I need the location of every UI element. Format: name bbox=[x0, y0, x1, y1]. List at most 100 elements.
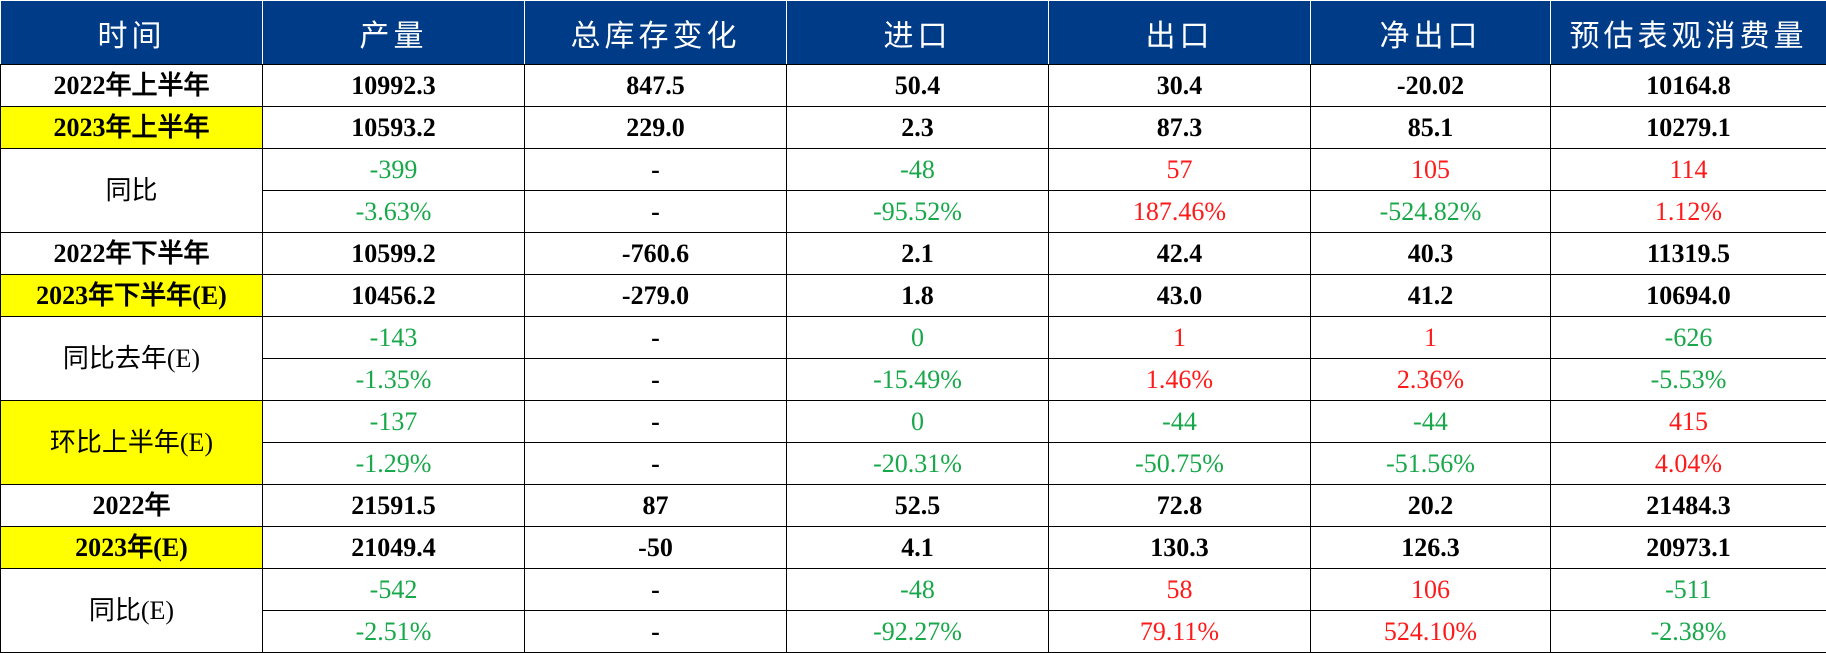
row-label: 2023年(E) bbox=[0, 526, 263, 569]
table-cell: 524.10% bbox=[1310, 610, 1551, 653]
table-cell: 21049.4 bbox=[262, 526, 525, 569]
table-row: 2022年 21591.5 87 52.5 72.8 20.2 21484.3 bbox=[0, 484, 1826, 527]
table-cell: -760.6 bbox=[524, 232, 787, 275]
table-cell: -2.51% bbox=[262, 610, 525, 653]
table-cell: -399 bbox=[262, 148, 525, 191]
row-label: 环比上半年(E) bbox=[0, 400, 263, 485]
table-cell: 20973.1 bbox=[1550, 526, 1826, 569]
table-row: -2.51% - -92.27% 79.11% 524.10% -2.38% bbox=[1, 610, 1826, 653]
header-inventory-change: 总库存变化 bbox=[524, 0, 787, 65]
table-row: 2022年上半年 10992.3 847.5 50.4 30.4 -20.02 … bbox=[0, 64, 1826, 107]
table-cell: 2.1 bbox=[786, 232, 1049, 275]
table-cell: 10164.8 bbox=[1550, 64, 1826, 107]
table-cell: -95.52% bbox=[786, 190, 1049, 233]
table-cell: 79.11% bbox=[1048, 610, 1311, 653]
table-cell: -2.38% bbox=[1550, 610, 1826, 653]
table-cell: 10456.2 bbox=[262, 274, 525, 317]
table-cell: -92.27% bbox=[786, 610, 1049, 653]
table-row: 同比(E) -542 - -48 58 106 -511 bbox=[0, 568, 1826, 653]
table-cell: - bbox=[524, 610, 787, 653]
table-cell: 41.2 bbox=[1310, 274, 1551, 317]
table-cell: 21591.5 bbox=[262, 484, 525, 527]
table-cell: - bbox=[524, 190, 787, 233]
table-cell: -1.35% bbox=[262, 358, 525, 401]
table-cell: -44 bbox=[1048, 400, 1311, 443]
table-cell: 58 bbox=[1048, 568, 1311, 611]
table-cell: 1 bbox=[1048, 316, 1311, 359]
table-cell: -542 bbox=[262, 568, 525, 611]
table-row: 2022年下半年 10599.2 -760.6 2.1 42.4 40.3 11… bbox=[0, 232, 1826, 275]
table-row: 2023年下半年(E) 10456.2 -279.0 1.8 43.0 41.2… bbox=[0, 274, 1826, 317]
table-cell: 85.1 bbox=[1310, 106, 1551, 149]
table-cell: 10694.0 bbox=[1550, 274, 1826, 317]
table-row: -1.35% - -15.49% 1.46% 2.36% -5.53% bbox=[1, 358, 1826, 401]
row-label: 2022年 bbox=[0, 484, 263, 527]
table-cell: -20.31% bbox=[786, 442, 1049, 485]
table-cell: -15.49% bbox=[786, 358, 1049, 401]
table-cell: -626 bbox=[1550, 316, 1826, 359]
table-cell: 1 bbox=[1310, 316, 1551, 359]
table-cell: -143 bbox=[262, 316, 525, 359]
table-cell: 0 bbox=[786, 316, 1049, 359]
table-cell: - bbox=[524, 400, 787, 443]
table-cell: 87 bbox=[524, 484, 787, 527]
header-row: 时间 产量 总库存变化 进口 出口 净出口 预估表观消费量 bbox=[0, 0, 1826, 65]
table-cell: 10599.2 bbox=[262, 232, 525, 275]
table-cell: 2.36% bbox=[1310, 358, 1551, 401]
header-time: 时间 bbox=[0, 0, 263, 65]
table-cell: -5.53% bbox=[1550, 358, 1826, 401]
table-cell: 10992.3 bbox=[262, 64, 525, 107]
table-cell: 72.8 bbox=[1048, 484, 1311, 527]
table-cell: - bbox=[524, 568, 787, 611]
table-cell: 114 bbox=[1550, 148, 1826, 191]
row-label: 2022年下半年 bbox=[0, 232, 263, 275]
table-cell: -50 bbox=[524, 526, 787, 569]
table-cell: -50.75% bbox=[1048, 442, 1311, 485]
table-cell: - bbox=[524, 358, 787, 401]
table-row: 同比 -399 - -48 57 105 114 bbox=[0, 148, 1826, 233]
table-cell: 10593.2 bbox=[262, 106, 525, 149]
row-label: 同比(E) bbox=[0, 568, 263, 653]
table-cell: 11319.5 bbox=[1550, 232, 1826, 275]
table-cell: 187.46% bbox=[1048, 190, 1311, 233]
table-cell: 847.5 bbox=[524, 64, 787, 107]
table-cell: 87.3 bbox=[1048, 106, 1311, 149]
table-row: 2023年上半年 10593.2 229.0 2.3 87.3 85.1 102… bbox=[0, 106, 1826, 149]
table-cell: 42.4 bbox=[1048, 232, 1311, 275]
row-label: 同比 bbox=[0, 148, 263, 233]
table-cell: -1.29% bbox=[262, 442, 525, 485]
table-cell: -48 bbox=[786, 568, 1049, 611]
table-cell: -48 bbox=[786, 148, 1049, 191]
table-cell: -524.82% bbox=[1310, 190, 1551, 233]
table-cell: -3.63% bbox=[262, 190, 525, 233]
table-cell: - bbox=[524, 442, 787, 485]
header-export: 出口 bbox=[1048, 0, 1311, 65]
table-cell: 50.4 bbox=[786, 64, 1049, 107]
table-row: -1.29% - -20.31% -50.75% -51.56% 4.04% bbox=[1, 442, 1826, 485]
table-cell: 2.3 bbox=[786, 106, 1049, 149]
row-label: 2023年下半年(E) bbox=[0, 274, 263, 317]
header-apparent-consumption: 预估表观消费量 bbox=[1550, 0, 1826, 65]
header-net-export: 净出口 bbox=[1310, 0, 1551, 65]
table-cell: 30.4 bbox=[1048, 64, 1311, 107]
table-cell: 40.3 bbox=[1310, 232, 1551, 275]
table-row: 2023年(E) 21049.4 -50 4.1 130.3 126.3 209… bbox=[0, 526, 1826, 569]
table-row: 同比去年(E) -143 - 0 1 1 -626 bbox=[0, 316, 1826, 401]
table-cell: -137 bbox=[262, 400, 525, 443]
table-cell: 229.0 bbox=[524, 106, 787, 149]
table-cell: 52.5 bbox=[786, 484, 1049, 527]
row-label: 同比去年(E) bbox=[0, 316, 263, 401]
table-cell: -279.0 bbox=[524, 274, 787, 317]
table-cell: 1.12% bbox=[1550, 190, 1826, 233]
table-cell: 57 bbox=[1048, 148, 1311, 191]
table-cell: - bbox=[524, 148, 787, 191]
table-cell: 4.1 bbox=[786, 526, 1049, 569]
row-label: 2022年上半年 bbox=[0, 64, 263, 107]
table-cell: -51.56% bbox=[1310, 442, 1551, 485]
table-cell: 21484.3 bbox=[1550, 484, 1826, 527]
header-import: 进口 bbox=[786, 0, 1049, 65]
table-cell: - bbox=[524, 316, 787, 359]
table-cell: 1.8 bbox=[786, 274, 1049, 317]
table-cell: 105 bbox=[1310, 148, 1551, 191]
